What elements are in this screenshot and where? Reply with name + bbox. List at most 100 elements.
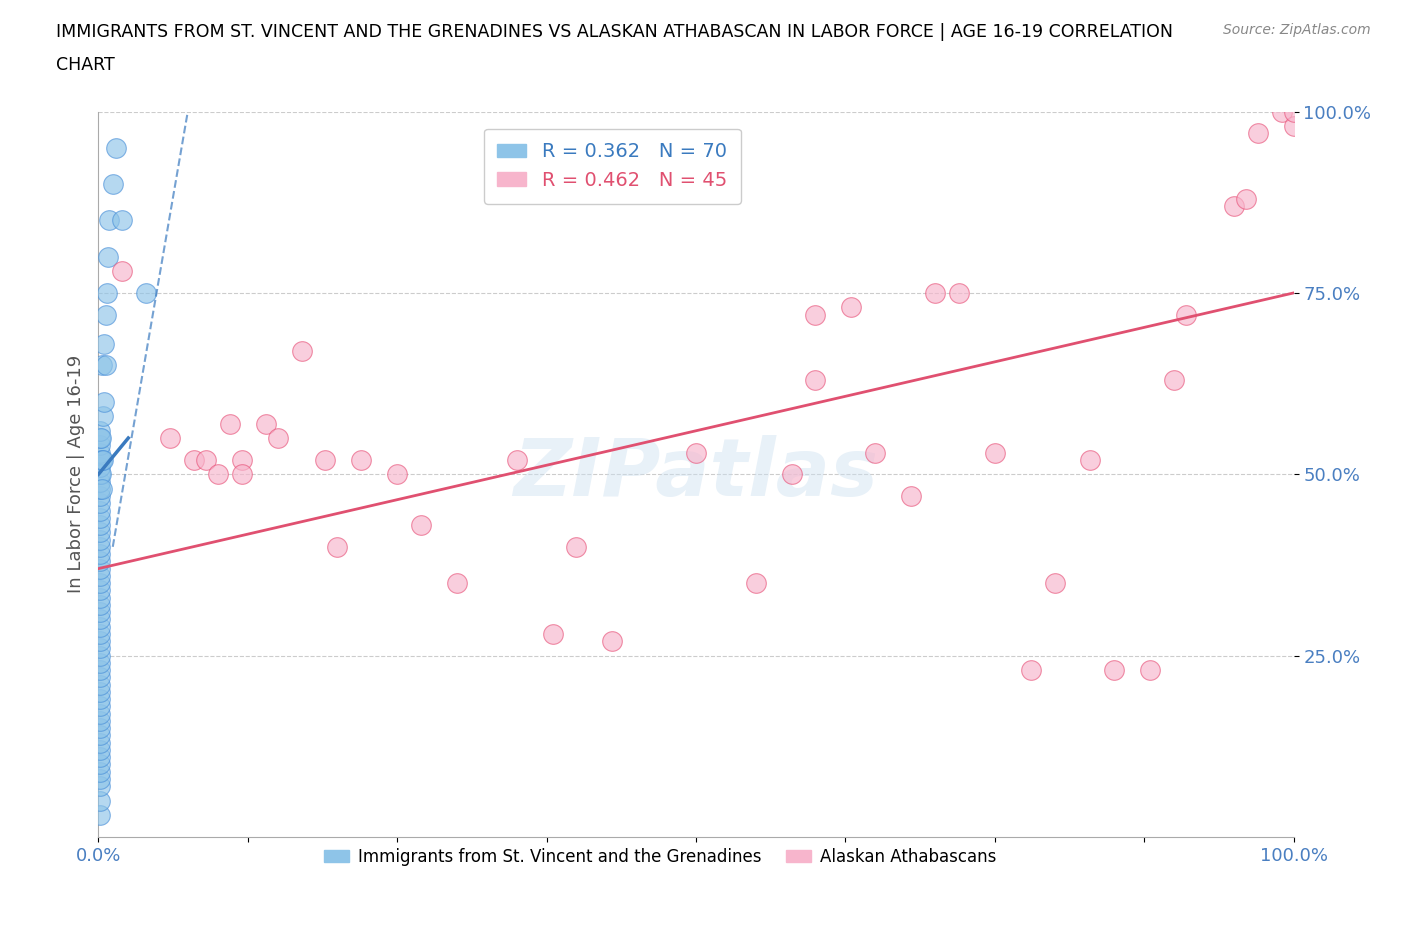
Point <box>89 467 111 482</box>
Point <box>97 249 120 264</box>
Point <box>924 286 946 300</box>
Point <box>89 656 111 671</box>
Point <box>89 633 111 648</box>
Point <box>89 604 111 619</box>
Point <box>93 337 115 352</box>
Point <box>1234 192 1257 206</box>
Point <box>89 532 111 547</box>
Point <box>804 373 827 388</box>
Point <box>98 213 121 228</box>
Point <box>506 452 529 467</box>
Point <box>267 431 290 445</box>
Point <box>89 757 111 772</box>
Point <box>94 358 117 373</box>
Point <box>89 670 111 684</box>
Point <box>89 482 111 497</box>
Point <box>111 213 134 228</box>
Point <box>91 482 114 497</box>
Point <box>984 445 1007 460</box>
Point <box>89 474 111 489</box>
Point <box>89 547 111 562</box>
Point <box>89 591 111 605</box>
Point <box>1139 663 1161 678</box>
Point <box>89 742 111 757</box>
Point <box>90 467 112 482</box>
Point <box>89 503 111 518</box>
Text: ZIPatlas: ZIPatlas <box>513 435 879 513</box>
Point <box>89 699 111 714</box>
Point <box>948 286 970 300</box>
Point <box>89 431 111 445</box>
Point <box>159 431 181 445</box>
Point <box>89 778 111 793</box>
Text: Source: ZipAtlas.com: Source: ZipAtlas.com <box>1223 23 1371 37</box>
Point <box>89 597 111 612</box>
Point <box>780 467 803 482</box>
Point <box>231 452 253 467</box>
Point <box>89 808 111 823</box>
Point <box>1043 576 1066 591</box>
Point <box>1223 198 1246 213</box>
Point <box>89 438 111 453</box>
Point <box>89 684 111 699</box>
Point <box>541 627 564 642</box>
Point <box>350 452 373 467</box>
Point <box>89 452 111 467</box>
Point <box>89 641 111 656</box>
Point <box>183 452 205 467</box>
Point <box>326 539 349 554</box>
Point <box>89 721 111 736</box>
Point <box>685 445 707 460</box>
Legend: Immigrants from St. Vincent and the Grenadines, Alaskan Athabascans: Immigrants from St. Vincent and the Gren… <box>318 841 1002 872</box>
Point <box>89 561 111 576</box>
Point <box>195 452 218 467</box>
Point <box>94 307 117 322</box>
Point <box>89 518 111 533</box>
Point <box>91 358 114 373</box>
Point <box>89 706 111 721</box>
Text: IMMIGRANTS FROM ST. VINCENT AND THE GRENADINES VS ALASKAN ATHABASCAN IN LABOR FO: IMMIGRANTS FROM ST. VINCENT AND THE GREN… <box>56 23 1173 41</box>
Point <box>91 409 114 424</box>
Point <box>565 539 588 554</box>
Point <box>1271 104 1294 119</box>
Point <box>291 343 314 358</box>
Point <box>254 416 277 431</box>
Point <box>446 576 468 591</box>
Point <box>89 488 111 503</box>
Point <box>89 793 111 808</box>
Point <box>865 445 887 460</box>
Point <box>89 525 111 539</box>
Point <box>231 467 253 482</box>
Point <box>1247 126 1270 140</box>
Point <box>89 692 111 707</box>
Point <box>96 286 118 300</box>
Point <box>385 467 409 482</box>
Point <box>89 764 111 779</box>
Text: CHART: CHART <box>56 56 115 73</box>
Point <box>89 677 111 692</box>
Point <box>89 663 111 678</box>
Point <box>89 627 111 642</box>
Point <box>89 772 111 787</box>
Point <box>89 554 111 569</box>
Point <box>219 416 242 431</box>
Point <box>89 459 111 474</box>
Point <box>207 467 229 482</box>
Point <box>1175 307 1198 322</box>
Point <box>89 511 111 525</box>
Point <box>89 423 111 438</box>
Point <box>89 713 111 728</box>
Point <box>89 728 111 743</box>
Point <box>411 518 433 533</box>
Point <box>89 445 111 460</box>
Point <box>745 576 768 591</box>
Point <box>93 394 115 409</box>
Point <box>90 431 112 445</box>
Point <box>89 539 111 554</box>
Point <box>89 750 111 764</box>
Point <box>1019 663 1042 678</box>
Point <box>1282 104 1305 119</box>
Point <box>900 488 922 503</box>
Point <box>89 648 111 663</box>
Point <box>804 307 827 322</box>
